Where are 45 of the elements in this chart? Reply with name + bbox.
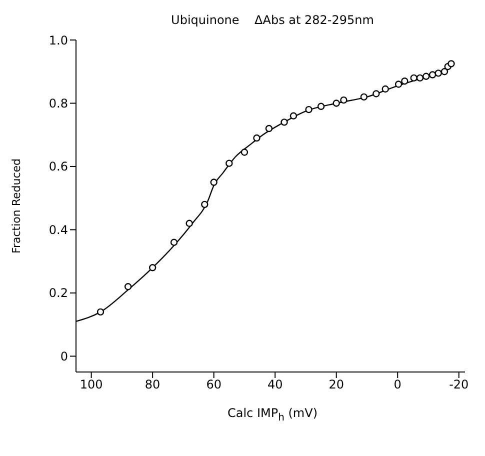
point — [332, 100, 340, 107]
point — [290, 112, 298, 120]
point — [96, 308, 104, 316]
point — [148, 264, 156, 272]
x-tick-label: 40 — [267, 378, 283, 392]
point — [240, 148, 248, 156]
y-tick-label: 0 — [60, 349, 68, 364]
point — [226, 160, 233, 167]
point — [394, 80, 402, 88]
y-tick-label: 1.0 — [48, 33, 68, 48]
point — [210, 178, 218, 186]
point — [305, 106, 312, 114]
point — [410, 74, 418, 82]
point — [440, 68, 448, 76]
point — [265, 124, 273, 132]
x-tick-label: -20 — [449, 378, 469, 392]
point — [253, 134, 260, 142]
point — [401, 78, 408, 85]
point — [382, 85, 389, 93]
point — [372, 90, 380, 98]
point — [434, 70, 442, 77]
point — [416, 74, 424, 82]
point — [360, 93, 368, 101]
point — [448, 60, 455, 68]
point — [317, 102, 325, 110]
point — [340, 96, 348, 104]
y-tick-label: 0.4 — [48, 222, 68, 237]
point — [280, 118, 288, 126]
chart-title: Ubiquinone ΔAbs at 282-295nm — [170, 12, 375, 29]
x-tick-label: 80 — [144, 378, 160, 392]
point — [170, 238, 178, 246]
point — [428, 71, 436, 78]
x-tick-label: 20 — [328, 378, 344, 392]
y-tick-label: 0.2 — [48, 286, 68, 300]
point — [124, 283, 132, 290]
point — [422, 72, 430, 80]
x-tick-label: 60 — [206, 378, 222, 392]
x-tick-label: 100 — [80, 378, 103, 392]
x-axis-title: Calc IMP$_{h}$ (mV) — [226, 406, 319, 424]
y-axis-title: Fraction Reduced — [10, 158, 23, 254]
y-tick-label: 0.6 — [48, 160, 68, 174]
y-tick-label: 0.8 — [48, 96, 68, 110]
point — [186, 220, 193, 227]
point — [201, 200, 208, 208]
x-tick-label: 0 — [394, 378, 402, 392]
